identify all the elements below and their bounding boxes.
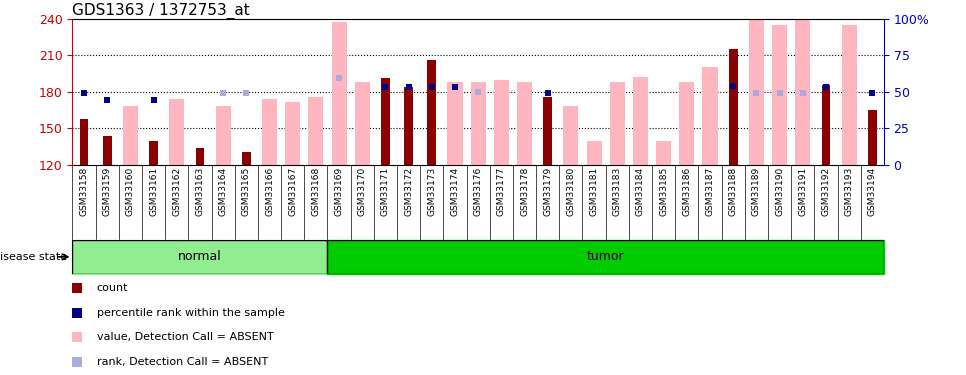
- Bar: [308, 97, 324, 165]
- Text: GSM33161: GSM33161: [149, 167, 158, 216]
- Bar: [867, 110, 877, 165]
- Text: tumor: tumor: [587, 251, 624, 263]
- Text: GSM33158: GSM33158: [79, 167, 89, 216]
- Text: GSM33184: GSM33184: [636, 167, 645, 216]
- Text: GSM33189: GSM33189: [752, 167, 761, 216]
- Bar: [728, 49, 738, 165]
- Text: percentile rank within the sample: percentile rank within the sample: [97, 308, 284, 318]
- Text: GSM33173: GSM33173: [427, 167, 437, 216]
- Bar: [262, 99, 277, 165]
- Text: GSM33192: GSM33192: [821, 167, 831, 216]
- Text: GSM33193: GSM33193: [844, 167, 854, 216]
- Text: GSM33177: GSM33177: [497, 167, 506, 216]
- Text: GSM33186: GSM33186: [682, 167, 692, 216]
- Text: GSM33174: GSM33174: [450, 167, 460, 216]
- Bar: [610, 82, 625, 165]
- Bar: [633, 77, 648, 165]
- Bar: [404, 87, 413, 165]
- Bar: [102, 136, 112, 165]
- Text: GSM33185: GSM33185: [659, 167, 668, 216]
- Bar: [72, 240, 327, 274]
- Text: normal: normal: [178, 251, 222, 263]
- Bar: [195, 148, 205, 165]
- Bar: [517, 82, 532, 165]
- Bar: [79, 118, 89, 165]
- Text: GSM33176: GSM33176: [473, 167, 483, 216]
- Text: GSM33180: GSM33180: [566, 167, 576, 216]
- Bar: [494, 80, 509, 165]
- Text: rank, Detection Call = ABSENT: rank, Detection Call = ABSENT: [97, 357, 268, 366]
- Bar: [543, 97, 553, 165]
- Text: GSM33183: GSM33183: [612, 167, 622, 216]
- Text: GSM33188: GSM33188: [728, 167, 738, 216]
- Bar: [149, 141, 158, 165]
- Bar: [702, 68, 718, 165]
- Text: GDS1363 / 1372753_at: GDS1363 / 1372753_at: [72, 3, 250, 19]
- Bar: [679, 82, 695, 165]
- Bar: [327, 240, 884, 274]
- Text: GSM33191: GSM33191: [798, 167, 808, 216]
- Text: GSM33167: GSM33167: [288, 167, 298, 216]
- Text: GSM33165: GSM33165: [242, 167, 251, 216]
- Text: GSM33164: GSM33164: [218, 167, 228, 216]
- Text: GSM33171: GSM33171: [381, 167, 390, 216]
- Text: GSM33160: GSM33160: [126, 167, 135, 216]
- Bar: [355, 82, 370, 165]
- Text: GSM33170: GSM33170: [357, 167, 367, 216]
- Text: GSM33159: GSM33159: [102, 167, 112, 216]
- Text: GSM33178: GSM33178: [520, 167, 529, 216]
- Text: GSM33190: GSM33190: [775, 167, 784, 216]
- Text: value, Detection Call = ABSENT: value, Detection Call = ABSENT: [97, 332, 273, 342]
- Bar: [169, 99, 185, 165]
- Bar: [242, 152, 251, 165]
- Bar: [470, 82, 486, 165]
- Text: GSM33187: GSM33187: [705, 167, 715, 216]
- Bar: [795, 19, 810, 165]
- Text: GSM33163: GSM33163: [195, 167, 205, 216]
- Text: count: count: [97, 284, 128, 293]
- Text: GSM33166: GSM33166: [265, 167, 274, 216]
- Bar: [841, 25, 857, 165]
- Text: disease state: disease state: [0, 252, 68, 262]
- Bar: [427, 60, 437, 165]
- Bar: [123, 106, 138, 165]
- Bar: [772, 25, 787, 165]
- Bar: [381, 78, 390, 165]
- Text: GSM33179: GSM33179: [543, 167, 553, 216]
- Text: GSM33194: GSM33194: [867, 167, 877, 216]
- Bar: [586, 141, 602, 165]
- Bar: [563, 106, 579, 165]
- Text: GSM33172: GSM33172: [404, 167, 413, 216]
- Text: GSM33181: GSM33181: [589, 167, 599, 216]
- Text: GSM33162: GSM33162: [172, 167, 182, 216]
- Bar: [656, 141, 671, 165]
- Text: GSM33168: GSM33168: [311, 167, 321, 216]
- Bar: [447, 82, 463, 165]
- Bar: [331, 22, 347, 165]
- Bar: [285, 102, 300, 165]
- Bar: [749, 19, 764, 165]
- Text: GSM33169: GSM33169: [334, 167, 344, 216]
- Bar: [821, 85, 831, 165]
- Bar: [215, 106, 231, 165]
